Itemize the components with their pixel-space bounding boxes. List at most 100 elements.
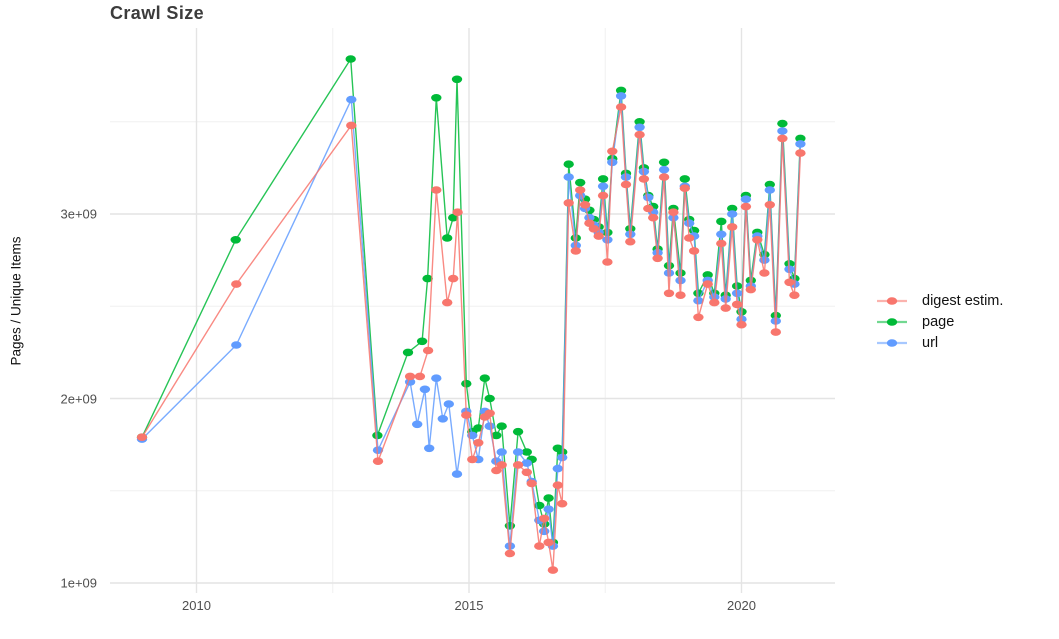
legend: digest estim. page url bbox=[876, 293, 1003, 351]
legend-key-digest-estim-icon bbox=[876, 293, 908, 309]
data-point-digest-estim bbox=[731, 300, 743, 309]
data-point-page bbox=[716, 217, 727, 226]
data-point-digest-estim bbox=[452, 208, 463, 216]
series-line-digest-estim bbox=[141, 106, 802, 571]
data-point-url bbox=[597, 182, 609, 191]
data-point-digest-estim bbox=[575, 186, 586, 194]
data-point-digest-estim bbox=[770, 328, 781, 336]
data-point-url bbox=[615, 92, 627, 100]
data-point-url bbox=[231, 341, 242, 349]
data-point-digest-estim bbox=[521, 468, 532, 477]
data-point-page bbox=[448, 213, 459, 222]
data-point-url bbox=[740, 195, 752, 203]
data-point-digest-estim bbox=[638, 175, 650, 183]
data-point-digest-estim bbox=[473, 439, 484, 447]
data-point-url bbox=[764, 186, 775, 194]
data-point-page bbox=[416, 337, 428, 346]
legend-item-page: page bbox=[876, 314, 1003, 330]
data-point-page bbox=[658, 158, 670, 167]
data-point-digest-estim bbox=[764, 201, 775, 209]
data-point-page bbox=[512, 427, 524, 436]
data-point-page bbox=[496, 422, 507, 431]
data-point-url bbox=[584, 213, 595, 222]
data-point-url bbox=[424, 444, 435, 453]
data-point-url bbox=[437, 415, 448, 423]
legend-label: digest estim. bbox=[922, 293, 1004, 309]
data-point-digest-estim bbox=[461, 411, 472, 419]
data-point-digest-estim bbox=[625, 237, 636, 246]
data-point-url bbox=[419, 385, 431, 394]
data-point-url bbox=[777, 127, 788, 135]
data-point-digest-estim bbox=[346, 121, 357, 130]
data-point-page bbox=[795, 134, 806, 143]
data-point-url bbox=[716, 230, 727, 239]
data-point-page bbox=[422, 274, 433, 283]
data-point-page bbox=[431, 94, 442, 102]
data-point-digest-estim bbox=[643, 204, 654, 213]
data-point-url bbox=[443, 400, 454, 408]
data-point-digest-estim bbox=[448, 274, 459, 283]
legend-label: url bbox=[922, 335, 939, 351]
data-point-digest-estim bbox=[736, 320, 747, 329]
data-point-page bbox=[575, 178, 586, 187]
data-point-digest-estim bbox=[547, 566, 559, 574]
data-point-digest-estim bbox=[752, 236, 763, 244]
data-point-url bbox=[412, 420, 423, 429]
data-point-page bbox=[634, 118, 645, 126]
data-point-url bbox=[431, 374, 442, 383]
data-point-digest-estim bbox=[539, 514, 550, 523]
data-point-digest-estim bbox=[422, 346, 434, 355]
x-tick-label: 2010 bbox=[182, 598, 211, 613]
data-point-url bbox=[658, 165, 670, 174]
data-point-digest-estim bbox=[231, 280, 242, 288]
data-point-page bbox=[764, 180, 775, 189]
data-point-digest-estim bbox=[414, 372, 426, 381]
data-point-digest-estim bbox=[634, 130, 645, 139]
data-point-digest-estim bbox=[652, 254, 663, 263]
data-point-digest-estim bbox=[431, 186, 442, 194]
x-tick-label: 2015 bbox=[454, 598, 484, 613]
data-point-digest-estim bbox=[404, 372, 416, 381]
legend-key-url-icon bbox=[876, 335, 908, 351]
data-point-digest-estim bbox=[570, 247, 581, 255]
data-point-page bbox=[597, 175, 609, 183]
data-point-digest-estim bbox=[668, 208, 679, 216]
data-point-digest-estim bbox=[684, 234, 695, 242]
data-point-url bbox=[693, 296, 704, 305]
data-point-digest-estim bbox=[136, 433, 148, 442]
data-point-url bbox=[521, 459, 532, 467]
data-point-digest-estim bbox=[557, 499, 568, 508]
data-point-page bbox=[461, 379, 472, 388]
data-point-digest-estim bbox=[584, 219, 595, 227]
chart-title: Crawl Size bbox=[110, 3, 205, 23]
data-point-digest-estim bbox=[784, 278, 795, 287]
legend-key-page-icon bbox=[876, 314, 908, 330]
data-point-page bbox=[345, 55, 356, 63]
data-point-page bbox=[777, 119, 788, 128]
data-point-url bbox=[543, 505, 554, 513]
data-point-digest-estim bbox=[679, 184, 690, 192]
data-point-digest-estim bbox=[602, 258, 613, 266]
data-point-digest-estim bbox=[777, 134, 788, 143]
data-point-digest-estim bbox=[745, 285, 756, 294]
data-point-digest-estim bbox=[675, 291, 686, 300]
data-point-digest-estim bbox=[484, 409, 495, 418]
data-point-url bbox=[602, 236, 613, 244]
data-point-url bbox=[512, 448, 524, 456]
data-point-digest-estim bbox=[504, 549, 516, 558]
data-point-digest-estim bbox=[615, 103, 627, 111]
data-point-digest-estim bbox=[543, 538, 554, 547]
data-point-page bbox=[484, 394, 495, 403]
data-point-digest-estim bbox=[759, 269, 770, 277]
data-point-digest-estim bbox=[789, 291, 800, 300]
data-point-url bbox=[563, 173, 574, 181]
data-point-digest-estim bbox=[607, 147, 618, 156]
data-point-url bbox=[684, 219, 695, 227]
data-point-digest-estim bbox=[579, 201, 591, 209]
data-point-page bbox=[702, 271, 713, 279]
data-point-page bbox=[504, 522, 516, 530]
data-point-page bbox=[563, 160, 574, 168]
data-point-digest-estim bbox=[512, 461, 524, 469]
data-point-digest-estim bbox=[716, 239, 727, 248]
